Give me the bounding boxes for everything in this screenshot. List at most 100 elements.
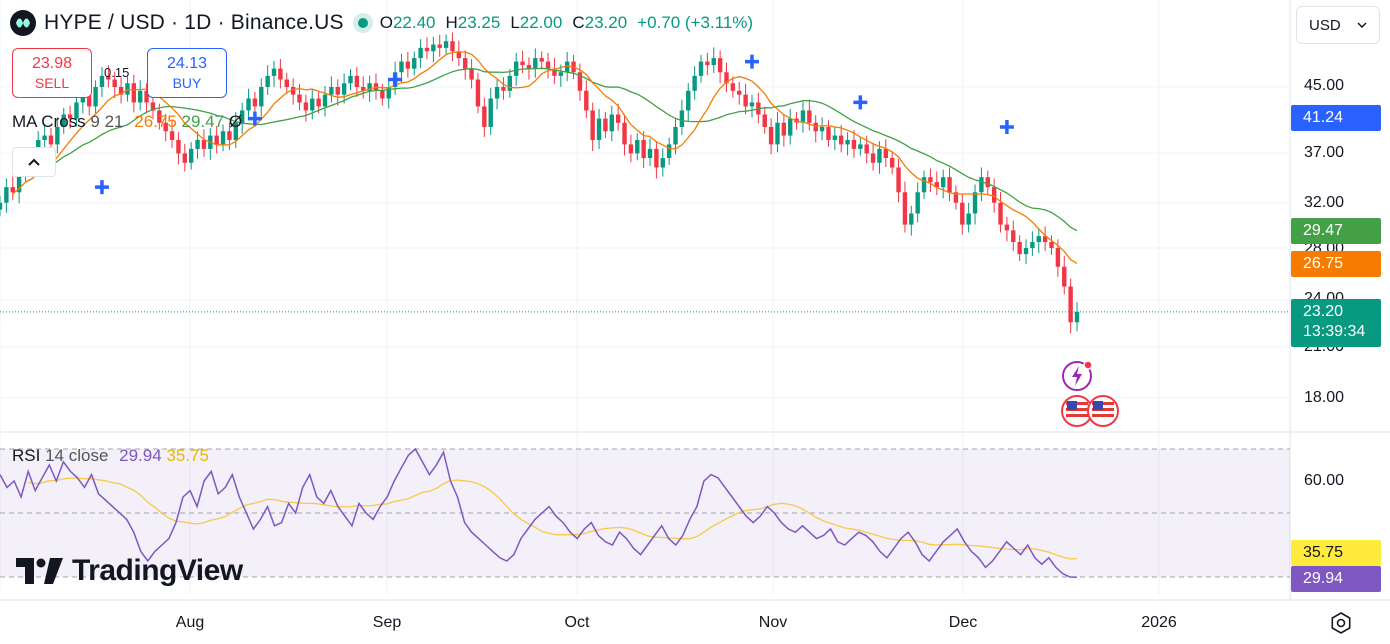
candle-body (348, 75, 353, 84)
candle-body (157, 110, 162, 123)
candle-body (889, 158, 895, 168)
rsi-tick: 60.00 (1304, 472, 1345, 489)
chevron-up-icon (28, 158, 40, 166)
candle-body (590, 110, 595, 140)
chevron-down-icon (1357, 22, 1367, 28)
candle-body (380, 90, 385, 99)
ma-legend-extra: Ø (228, 112, 243, 131)
ma-legend-name: MA Cross (12, 112, 86, 131)
candle-body (48, 135, 54, 145)
buy-label: BUY (172, 75, 202, 91)
candle-body (329, 87, 334, 95)
candle-body (1011, 230, 1016, 243)
candle-body (858, 144, 863, 149)
candle-body (125, 83, 130, 95)
ma-cross-legend[interactable]: MA Cross 9 21 26.75 29.47 Ø (12, 112, 242, 132)
ma-fast-line (12, 51, 1078, 265)
open-value: 22.40 (392, 13, 436, 32)
candle-body (654, 148, 659, 168)
price-tick: 18.00 (1304, 389, 1345, 406)
price-tick: 37.00 (1304, 144, 1345, 161)
candle-body (520, 61, 525, 66)
candle-body (902, 192, 908, 225)
bar-countdown: 13:39:34 (1303, 323, 1366, 340)
candle-body (991, 187, 997, 203)
sell-button[interactable]: 23.98 SELL (12, 48, 92, 98)
candle-body (972, 192, 978, 214)
ma-slow-price-label: 29.47 (1291, 218, 1381, 244)
candle-body (730, 83, 736, 91)
candle-body (399, 61, 404, 73)
collapse-legend-button[interactable] (12, 147, 56, 177)
candle-body (0, 202, 3, 210)
earnings-event-icon[interactable] (1061, 359, 1095, 391)
candle-body (386, 87, 391, 99)
candle-body (737, 90, 742, 95)
symbol-header[interactable]: HYPE / USD · 1D · Binance.US O22.40 H23.2… (10, 9, 763, 37)
sell-price: 23.98 (31, 55, 73, 72)
candle-body (424, 47, 430, 52)
candle-body (928, 177, 933, 183)
candle-body (1074, 311, 1080, 323)
time-tick: Aug (175, 614, 205, 631)
candle-body (947, 177, 952, 193)
candle-body (660, 158, 665, 168)
candle-body (214, 135, 219, 145)
candle-body (711, 58, 716, 66)
candle-body (628, 144, 634, 154)
candle-body (335, 87, 340, 95)
candle-body (966, 213, 971, 225)
ma-fast-price-label: 26.75 (1291, 251, 1381, 277)
candle-body (870, 153, 876, 163)
currency-value: USD (1309, 16, 1341, 34)
rsi-value: 29.94 (119, 446, 162, 465)
rsi-legend[interactable]: RSI 14 close 29.94 35.75 (12, 446, 209, 466)
candle-body (265, 75, 270, 87)
candle-body (507, 75, 513, 91)
buy-button[interactable]: 24.13 BUY (147, 48, 227, 98)
candle-body (195, 139, 200, 149)
candle-body (290, 87, 296, 95)
candle-body (450, 41, 455, 52)
candle-body (361, 87, 366, 91)
candle-body (864, 144, 869, 154)
spread-value: 0.15 (104, 65, 130, 80)
us-economic-events-icon[interactable] (1060, 394, 1122, 428)
settings-gear-icon[interactable] (1328, 610, 1354, 636)
candle-body (539, 58, 544, 62)
candle-body (915, 192, 920, 214)
time-tick: Sep (372, 614, 402, 631)
candle-body (176, 139, 181, 154)
candle-body (615, 114, 621, 123)
ma-fast-value: 26.75 (134, 112, 177, 131)
last-price-value: 23.20 (1303, 303, 1344, 320)
candle-body (851, 139, 857, 149)
rsi-ma-value: 35.75 (166, 446, 209, 465)
candle-body (494, 87, 500, 99)
candle-body (635, 139, 640, 154)
candle-body (622, 122, 627, 145)
currency-select[interactable]: USD (1296, 6, 1380, 44)
candle-body (10, 187, 15, 193)
candle-body (1023, 248, 1029, 255)
rsi-axis-label: 29.94 (1291, 566, 1381, 592)
candle-body (1036, 236, 1041, 243)
candle-body (845, 139, 850, 145)
brand-name: TradingView (72, 554, 243, 587)
candle-body (673, 126, 678, 145)
candle-body (603, 118, 608, 132)
change-value: +0.70 (+3.11%) (637, 13, 754, 32)
candle-body (979, 177, 984, 193)
candle-body (501, 87, 506, 91)
candle-body (781, 122, 787, 136)
candle-body (488, 98, 493, 127)
sell-label: SELL (34, 75, 70, 91)
candle-body (960, 202, 965, 225)
candle-body (800, 110, 806, 123)
candle-body (412, 58, 417, 69)
candle-body (182, 153, 188, 163)
candle-body (647, 148, 653, 159)
price-tick: 45.00 (1304, 77, 1345, 94)
candle-body (813, 122, 818, 132)
